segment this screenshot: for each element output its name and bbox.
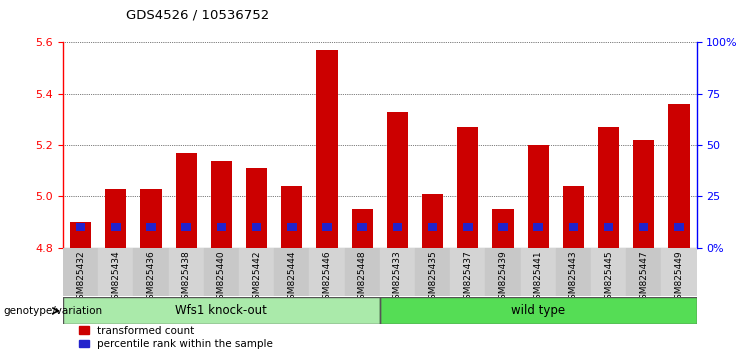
Text: GSM825449: GSM825449 — [674, 250, 683, 305]
Text: GSM825441: GSM825441 — [534, 250, 542, 305]
Bar — [604, 223, 614, 231]
Text: GSM825440: GSM825440 — [217, 250, 226, 305]
Bar — [98, 248, 133, 296]
Text: Wfs1 knock-out: Wfs1 knock-out — [176, 304, 268, 317]
Bar — [668, 104, 689, 248]
Bar — [345, 248, 379, 296]
Text: GDS4526 / 10536752: GDS4526 / 10536752 — [126, 9, 269, 22]
Bar — [176, 153, 197, 248]
Text: GSM825435: GSM825435 — [428, 250, 437, 305]
Legend: transformed count, percentile rank within the sample: transformed count, percentile rank withi… — [79, 326, 273, 349]
Text: GSM825446: GSM825446 — [322, 250, 331, 305]
Bar — [133, 248, 168, 296]
Bar — [63, 248, 98, 296]
Bar — [310, 248, 345, 296]
Bar — [168, 248, 204, 296]
Bar — [246, 168, 267, 248]
Bar — [287, 223, 296, 231]
Bar — [393, 223, 402, 231]
Bar — [591, 248, 626, 296]
Bar — [316, 50, 337, 248]
Bar — [463, 223, 473, 231]
Bar — [492, 209, 514, 248]
Bar — [626, 248, 661, 296]
Bar — [204, 248, 239, 296]
Bar — [633, 140, 654, 248]
Text: GSM825433: GSM825433 — [393, 250, 402, 305]
Text: GSM825444: GSM825444 — [288, 250, 296, 305]
Bar — [562, 186, 584, 248]
Bar — [379, 297, 697, 324]
Bar — [76, 223, 85, 231]
Bar — [457, 127, 478, 248]
Bar — [485, 248, 520, 296]
Text: wild type: wild type — [511, 304, 565, 317]
Bar — [379, 297, 697, 324]
Bar — [141, 189, 162, 248]
Bar — [568, 223, 578, 231]
Bar — [351, 209, 373, 248]
Bar — [415, 248, 450, 296]
Bar — [639, 223, 648, 231]
Bar — [379, 248, 415, 296]
Bar — [387, 112, 408, 248]
Bar — [661, 248, 697, 296]
Bar — [422, 194, 443, 248]
Bar — [63, 297, 379, 324]
Bar — [105, 189, 126, 248]
Bar — [556, 248, 591, 296]
Text: GSM825432: GSM825432 — [76, 250, 85, 305]
Bar — [428, 223, 437, 231]
Text: GSM825445: GSM825445 — [604, 250, 613, 305]
Text: GSM825437: GSM825437 — [463, 250, 472, 305]
Bar — [274, 248, 309, 296]
Text: GSM825448: GSM825448 — [358, 250, 367, 305]
Text: GSM825443: GSM825443 — [569, 250, 578, 305]
Bar — [111, 223, 121, 231]
Bar — [239, 248, 274, 296]
Bar — [146, 223, 156, 231]
Bar — [528, 145, 548, 248]
Text: GSM825438: GSM825438 — [182, 250, 190, 305]
Bar — [252, 223, 262, 231]
Text: GSM825436: GSM825436 — [147, 250, 156, 305]
Bar — [70, 222, 91, 248]
Text: GSM825447: GSM825447 — [639, 250, 648, 305]
Bar — [520, 248, 556, 296]
Bar — [357, 223, 367, 231]
Bar — [182, 223, 191, 231]
Bar — [210, 161, 232, 248]
Bar — [534, 223, 543, 231]
Bar — [281, 186, 302, 248]
Text: GSM825434: GSM825434 — [111, 250, 120, 305]
Text: genotype/variation: genotype/variation — [4, 306, 103, 316]
Bar — [63, 297, 379, 324]
Bar — [322, 223, 332, 231]
Text: GSM825439: GSM825439 — [499, 250, 508, 305]
Bar — [216, 223, 226, 231]
Bar — [598, 127, 619, 248]
Bar — [450, 248, 485, 296]
Bar — [498, 223, 508, 231]
Bar — [674, 223, 684, 231]
Text: GSM825442: GSM825442 — [252, 250, 261, 305]
